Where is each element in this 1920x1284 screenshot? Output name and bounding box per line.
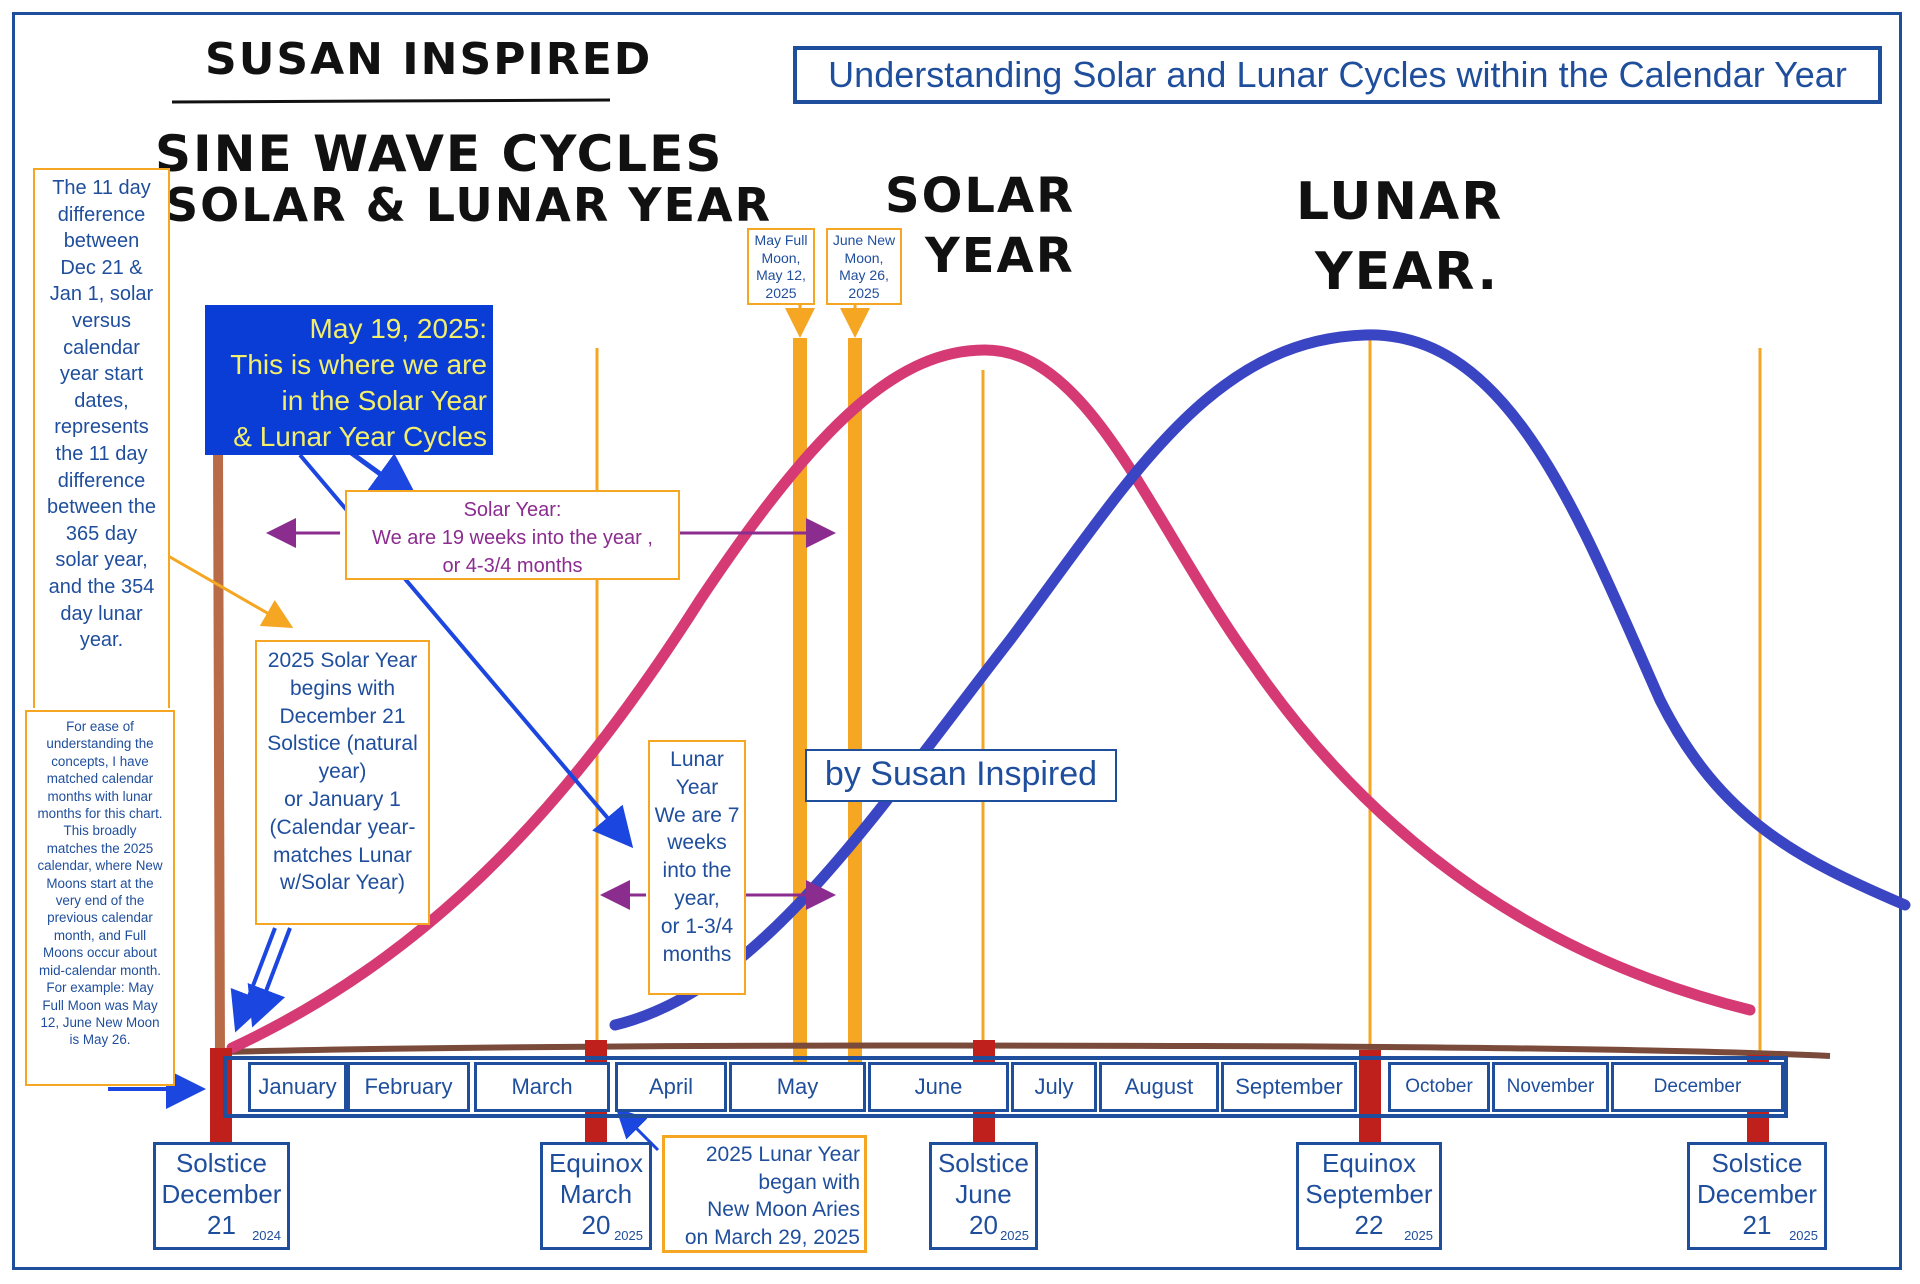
note-ease-of-understanding: For ease of understanding the concepts, … — [25, 710, 175, 1086]
month-bar — [223, 1056, 1788, 1118]
event-solstice-dec-2025: Solstice December 21 2025 — [1687, 1142, 1827, 1250]
event-equinox-september: Equinox September 22 2025 — [1296, 1142, 1442, 1250]
june-new-moon-label: June New Moon, May 26, 2025 — [826, 228, 902, 305]
event-solstice-june: Solstice June 20 2025 — [929, 1142, 1038, 1250]
handwritten-solar-line1: SOLAR — [885, 168, 1076, 224]
lunar-year-start-note: 2025 Lunar Year began with New Moon Arie… — [662, 1135, 867, 1253]
handwritten-lunar-line2: YEAR. — [1315, 242, 1500, 302]
month-april: April — [615, 1062, 727, 1112]
event-solstice-dec-2024: Solstice December 21 2024 — [153, 1142, 290, 1250]
author-underline — [171, 98, 611, 104]
left-note-orange-arrow — [162, 551, 294, 628]
note-eleven-day-difference: The 11 day difference between Dec 21 & J… — [33, 168, 170, 708]
month-november: November — [1492, 1062, 1609, 1112]
callout-arrow-solar — [348, 449, 421, 503]
solar-year-begins-note: 2025 Solar Year begins with December 21 … — [255, 640, 430, 925]
solar-begins-arrow-1 — [230, 927, 277, 1033]
may-full-moon-label: May Full Moon, May 12, 2025 — [747, 228, 815, 305]
handwritten-subtitle-line2: SOLAR & LUNAR YEAR — [165, 178, 773, 232]
month-september: September — [1221, 1062, 1357, 1112]
month-march: March — [474, 1062, 610, 1112]
solar-curve — [226, 344, 1756, 1054]
month-august: August — [1099, 1062, 1219, 1112]
month-december: December — [1611, 1062, 1784, 1112]
month-february: February — [347, 1062, 470, 1112]
current-date-callout: May 19, 2025: This is where we are in th… — [205, 305, 493, 455]
handwritten-subtitle-line1: SINE WAVE CYCLES — [155, 125, 724, 183]
byline: by Susan Inspired — [805, 749, 1117, 802]
handwritten-solar-line2: YEAR — [925, 228, 1075, 284]
june-new-moon-line — [848, 338, 862, 1063]
month-june: June — [868, 1062, 1009, 1112]
solar-year-progress-note: Solar Year: We are 19 weeks into the yea… — [345, 490, 680, 580]
may-full-moon-line — [793, 338, 807, 1063]
lunar-year-progress-note: Lunar Year We are 7 weeks into the year,… — [648, 740, 746, 995]
month-july: July — [1011, 1062, 1097, 1112]
month-october: October — [1388, 1062, 1490, 1112]
page-title: Understanding Solar and Lunar Cycles wit… — [793, 46, 1882, 104]
handwritten-lunar-line1: LUNAR — [1296, 172, 1504, 232]
outer-frame — [12, 12, 1902, 1270]
lunar-curve — [609, 329, 1911, 1031]
ground-line — [221, 1042, 1831, 1059]
marker-equinox-september — [1359, 1050, 1381, 1142]
month-january: January — [248, 1062, 347, 1112]
handwritten-author: SUSAN INSPIRED — [205, 34, 653, 85]
left-brown-stroke — [213, 449, 225, 1061]
event-equinox-march: Equinox March 20 2025 — [540, 1142, 652, 1250]
month-may: May — [729, 1062, 866, 1112]
solar-begins-arrow-2 — [247, 927, 292, 1028]
